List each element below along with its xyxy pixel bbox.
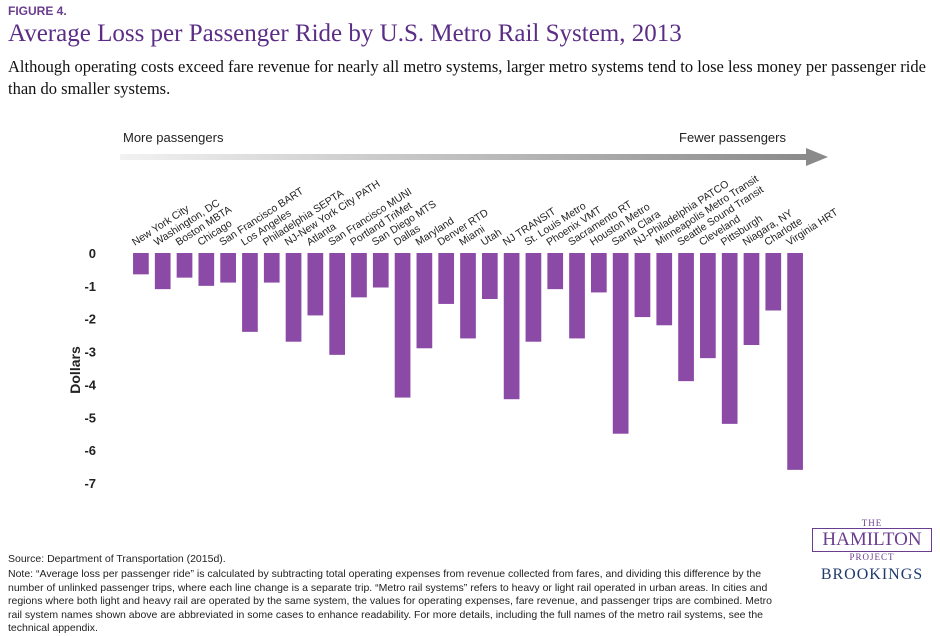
y-tick-label: 0 — [89, 246, 96, 261]
bar — [394, 253, 411, 398]
y-tick-label: -3 — [84, 345, 96, 360]
bar — [590, 253, 607, 293]
bar — [612, 253, 629, 434]
bar — [285, 253, 302, 342]
y-tick-label: -7 — [84, 476, 96, 491]
bar — [133, 253, 149, 275]
bar — [460, 253, 476, 339]
logo-brookings: BROOKINGS — [820, 566, 924, 583]
arrow-right-label: Fewer passengers — [679, 130, 786, 145]
logo-the: THE — [861, 518, 883, 528]
bar — [503, 253, 520, 400]
source: Source: Department of Transportation (20… — [8, 553, 226, 565]
y-tick-label: -1 — [84, 279, 96, 294]
bar — [547, 253, 564, 290]
y-tick-label: -6 — [84, 443, 96, 458]
figure-label: FIGURE 4. — [8, 4, 67, 18]
bar — [263, 253, 280, 283]
y-tick-label: -4 — [84, 377, 96, 392]
bar — [721, 253, 738, 424]
bar — [438, 253, 455, 304]
y-tick-label: -2 — [84, 312, 96, 327]
bar — [198, 253, 215, 286]
bar — [220, 253, 236, 283]
bar — [481, 253, 498, 299]
y-axis-label: Dollars — [67, 346, 83, 394]
note: Note: “Average loss per passenger ride” … — [8, 568, 773, 634]
bar — [678, 253, 694, 382]
logo-hamilton: HAMILTON — [812, 528, 932, 552]
subtitle: Although operating costs exceed fare rev… — [8, 57, 926, 98]
arrow-shaft — [120, 154, 810, 160]
logo: THE HAMILTON PROJECT BROOKINGS — [812, 518, 932, 584]
bar — [743, 253, 760, 345]
bar — [787, 253, 803, 470]
bar — [154, 253, 171, 290]
arrow-left-label: More passengers — [123, 130, 224, 145]
bar — [351, 253, 367, 298]
bar — [656, 253, 673, 326]
bar — [700, 253, 716, 359]
bar — [765, 253, 782, 311]
bar — [372, 253, 389, 288]
bar — [307, 253, 324, 316]
chart-title: Average Loss per Passenger Ride by U.S. … — [8, 20, 682, 47]
chart: More passengers Fewer passengers Dollars… — [67, 130, 841, 491]
bar — [176, 253, 193, 278]
logo-project: PROJECT — [849, 552, 895, 562]
bar — [242, 253, 258, 332]
bar — [569, 253, 585, 339]
bar — [525, 253, 542, 342]
bar — [634, 253, 651, 318]
bar — [329, 253, 346, 355]
arrow-head — [806, 148, 828, 166]
bar — [416, 253, 433, 349]
y-tick-label: -5 — [84, 410, 96, 425]
